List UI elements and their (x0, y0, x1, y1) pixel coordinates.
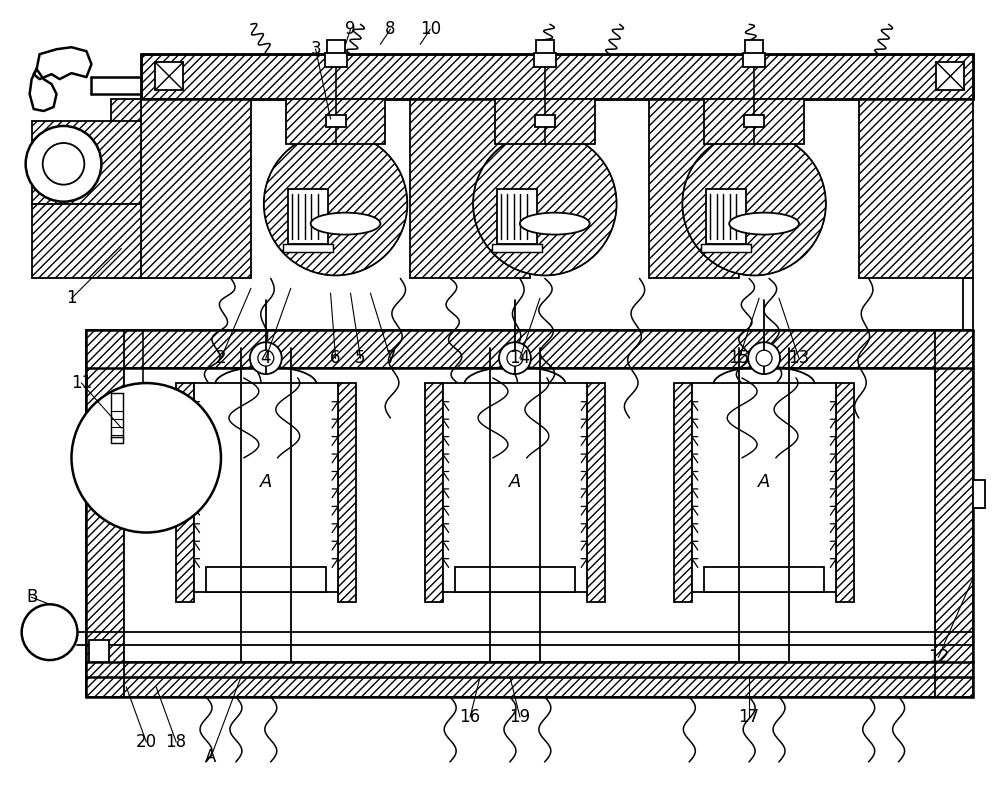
Polygon shape (743, 53, 765, 67)
Text: 1: 1 (66, 290, 77, 307)
Text: 5: 5 (355, 350, 366, 367)
Polygon shape (745, 40, 763, 54)
Polygon shape (649, 99, 739, 279)
Text: A: A (205, 748, 217, 766)
Polygon shape (492, 243, 542, 251)
Text: 11: 11 (71, 374, 92, 392)
Polygon shape (338, 383, 356, 602)
Polygon shape (86, 330, 973, 368)
Polygon shape (587, 383, 605, 602)
Ellipse shape (729, 212, 799, 235)
Text: A: A (758, 472, 770, 491)
Text: 2: 2 (216, 350, 226, 367)
Circle shape (43, 143, 84, 184)
Polygon shape (701, 243, 751, 251)
Text: 13: 13 (788, 350, 810, 367)
Polygon shape (32, 203, 141, 279)
Polygon shape (288, 189, 328, 243)
Text: A: A (509, 472, 521, 491)
Circle shape (258, 350, 274, 366)
Polygon shape (141, 54, 973, 99)
Polygon shape (89, 640, 109, 662)
Polygon shape (704, 99, 804, 144)
Polygon shape (495, 99, 595, 144)
Polygon shape (325, 53, 347, 67)
Text: 10: 10 (420, 20, 441, 38)
Polygon shape (141, 99, 211, 279)
Polygon shape (283, 243, 333, 251)
Circle shape (682, 132, 826, 275)
Polygon shape (124, 368, 935, 662)
Polygon shape (973, 480, 985, 508)
Circle shape (756, 350, 772, 366)
Text: 19: 19 (509, 708, 530, 726)
Polygon shape (425, 383, 443, 602)
Polygon shape (86, 330, 124, 697)
Polygon shape (141, 99, 251, 279)
Polygon shape (155, 62, 183, 90)
Polygon shape (704, 567, 824, 592)
Text: 6: 6 (330, 350, 341, 367)
Polygon shape (176, 383, 194, 602)
Text: 7: 7 (385, 350, 396, 367)
Circle shape (264, 132, 407, 275)
Polygon shape (935, 330, 973, 697)
Text: 4: 4 (261, 350, 271, 367)
Polygon shape (111, 99, 141, 279)
Polygon shape (859, 99, 973, 279)
Polygon shape (443, 383, 587, 592)
Text: 14: 14 (509, 350, 530, 367)
Polygon shape (206, 567, 326, 592)
Polygon shape (535, 115, 555, 127)
Polygon shape (692, 383, 836, 592)
Ellipse shape (311, 212, 380, 235)
Text: 15: 15 (729, 350, 750, 367)
Circle shape (499, 342, 531, 374)
Text: 9: 9 (345, 20, 356, 38)
Circle shape (748, 342, 780, 374)
Polygon shape (455, 567, 575, 592)
Polygon shape (936, 62, 964, 90)
Polygon shape (111, 393, 123, 438)
Circle shape (71, 383, 221, 532)
Polygon shape (706, 189, 746, 243)
Text: 16: 16 (460, 708, 481, 726)
Text: 8: 8 (385, 20, 396, 38)
Polygon shape (111, 437, 123, 443)
Circle shape (250, 342, 282, 374)
Polygon shape (410, 99, 530, 279)
Polygon shape (534, 53, 556, 67)
Circle shape (473, 132, 617, 275)
Circle shape (22, 604, 77, 660)
Text: A: A (260, 472, 272, 491)
Text: 3: 3 (310, 40, 321, 58)
Polygon shape (194, 383, 338, 592)
Ellipse shape (520, 212, 590, 235)
Polygon shape (744, 115, 764, 127)
Polygon shape (836, 383, 854, 602)
Polygon shape (497, 189, 537, 243)
Polygon shape (536, 40, 554, 54)
Polygon shape (32, 121, 141, 203)
Text: 20: 20 (136, 733, 157, 751)
Polygon shape (327, 40, 345, 54)
Text: 18: 18 (166, 733, 187, 751)
Polygon shape (674, 383, 692, 602)
Polygon shape (286, 99, 385, 144)
Polygon shape (326, 115, 346, 127)
Circle shape (507, 350, 523, 366)
Circle shape (26, 126, 101, 202)
Text: B: B (26, 588, 37, 606)
Text: 17: 17 (739, 708, 760, 726)
Text: 12: 12 (928, 648, 949, 666)
Polygon shape (86, 662, 973, 697)
